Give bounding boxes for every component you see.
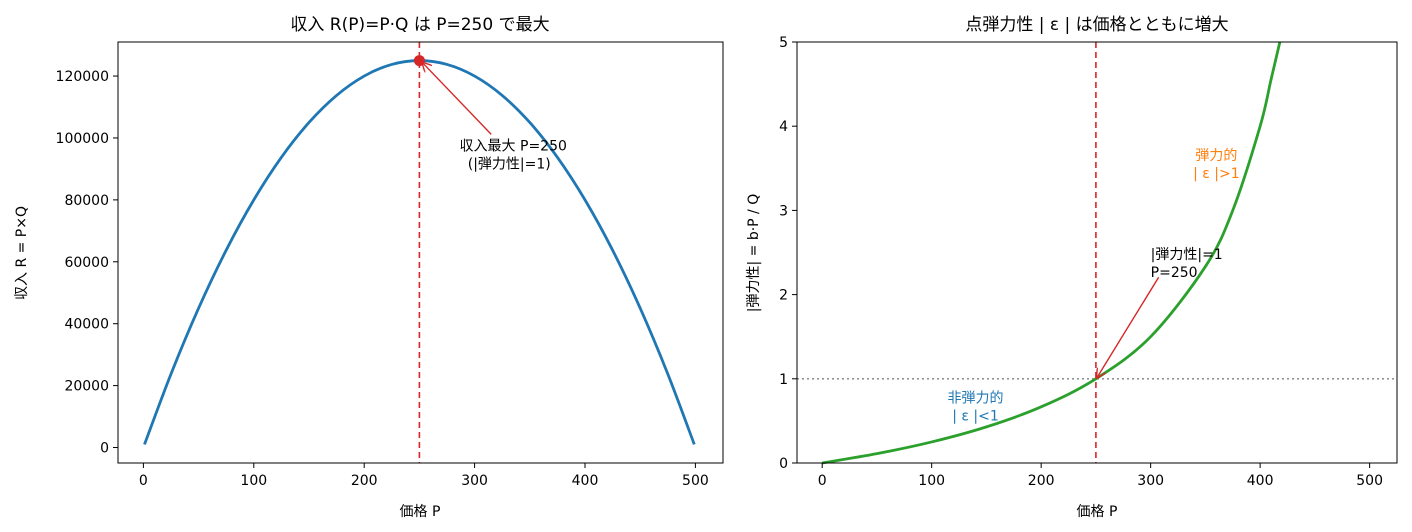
y-tick-label: 40000 xyxy=(64,317,109,333)
annotation-arrow xyxy=(1097,276,1160,378)
x-tick-label: 100 xyxy=(240,473,267,489)
axes-frame xyxy=(796,41,1398,464)
annotation-label: 収入最大 P=250 (|弾力性|=1) xyxy=(460,138,567,172)
x-axis-label: 価格 P xyxy=(400,504,441,520)
x-tick-label: 0 xyxy=(818,473,827,489)
y-tick-label: 4 xyxy=(779,119,788,135)
chart-plot-area: |弾力性|=1 P=250 弾力的 | ε |>1 非弾力的 | ε |<1 0 100 200… xyxy=(779,35,1398,489)
y-axis-label: |弾力性| = b·P / Q xyxy=(746,194,762,312)
series-line xyxy=(821,41,1282,465)
y-axis-label: 収入 R = P×Q xyxy=(14,206,30,300)
y-tick-label: 20000 xyxy=(64,379,109,395)
annotation-label: |弾力性|=1 P=250 xyxy=(1151,247,1223,281)
x-tick-label: 400 xyxy=(572,473,599,489)
chart-elasticity: 点弾力性 | ε | は価格とともに増大 |弾力性|=1 P=250 弾力的 | ε … xyxy=(746,15,1398,520)
y-tick-label: 60000 xyxy=(64,255,109,271)
chart-title: 収入 R(P)=P·Q は P=250 で最大 xyxy=(290,15,549,35)
y-tick-label: 80000 xyxy=(64,193,109,209)
y-tick-label: 0 xyxy=(779,456,788,472)
y-tick-label: 3 xyxy=(779,203,788,219)
x-tick-label: 300 xyxy=(461,473,488,489)
chart-revenue: 収入 R(P)=P·Q は P=250 で最大 収入最大 P=250 (|弾力性|… xyxy=(14,15,724,520)
x-tick-label: 400 xyxy=(1247,473,1274,489)
annotation-arrow xyxy=(422,63,492,135)
x-tick-label: 200 xyxy=(351,473,378,489)
region-label: 弾力的 | ε |>1 xyxy=(1193,148,1240,182)
chart-plot-area: 収入最大 P=250 (|弾力性|=1) 0 100 200 300 400 500 0 2000… xyxy=(56,41,724,489)
annotation-line: (|弾力性|=1) xyxy=(468,156,551,172)
region-label-line: 弾力的 xyxy=(1195,148,1237,164)
x-tick-label: 100 xyxy=(918,473,945,489)
y-tick-label: 2 xyxy=(779,288,788,304)
y-tick-label: 1 xyxy=(779,372,788,388)
annotation-line: P=250 xyxy=(1151,265,1198,281)
x-tick-label: 300 xyxy=(1137,473,1164,489)
axes-frame xyxy=(117,41,724,464)
region-label-line: | ε |>1 xyxy=(1193,166,1240,182)
annotation-line: |弾力性|=1 xyxy=(1151,247,1223,263)
y-tick-label: 0 xyxy=(100,441,109,457)
x-tick-label: 500 xyxy=(682,473,709,489)
y-tick-label: 100000 xyxy=(56,131,109,147)
chart-title: 点弾力性 | ε | は価格とともに増大 xyxy=(965,15,1228,35)
x-tick-label: 0 xyxy=(139,473,148,489)
x-tick-label: 200 xyxy=(1028,473,1055,489)
x-tick-label: 500 xyxy=(1356,473,1383,489)
region-label: 非弾力的 | ε |<1 xyxy=(947,390,1003,424)
y-tick-label: 5 xyxy=(779,35,788,51)
region-label-line: | ε |<1 xyxy=(952,408,999,424)
region-label-line: 非弾力的 xyxy=(947,390,1003,406)
y-tick-label: 120000 xyxy=(56,69,109,85)
x-axis-label: 価格 P xyxy=(1077,504,1118,520)
annotation-line: 収入最大 P=250 xyxy=(460,138,567,154)
